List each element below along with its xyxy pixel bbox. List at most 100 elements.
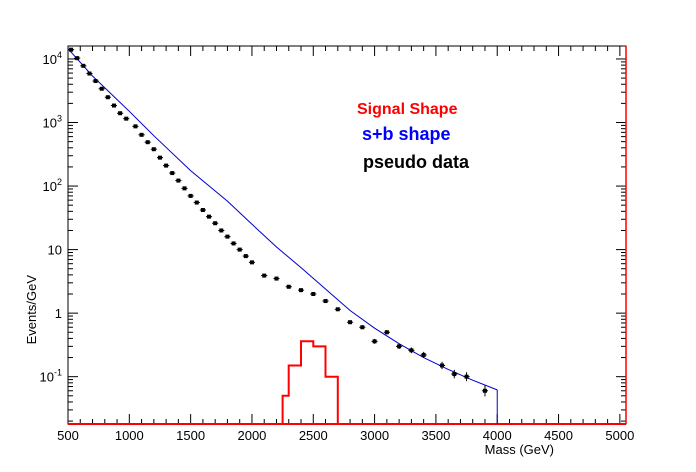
data-point [481, 385, 489, 397]
data-point [144, 140, 151, 145]
data-point [438, 361, 446, 370]
y-tick-labels: 10-1 1 10 102 103 104 [40, 50, 62, 385]
data-point-marker [243, 254, 248, 259]
data-point-marker [360, 325, 365, 330]
data-point-marker [87, 71, 92, 76]
data-point-marker [225, 234, 230, 239]
legend-sb-shape: s+b shape [362, 124, 451, 144]
data-point-marker [421, 352, 426, 357]
data-point-marker [299, 288, 304, 293]
data-point [297, 288, 305, 293]
data-point-marker [124, 116, 129, 121]
y-tick-label: 104 [43, 50, 62, 67]
sb-shape-line [67, 48, 498, 424]
data-point [74, 56, 81, 61]
data-point [463, 372, 470, 382]
data-point-marker [164, 163, 169, 168]
x-tick-label: 1000 [115, 428, 144, 443]
pseudo-data-points [68, 47, 489, 397]
data-point [248, 260, 256, 265]
data-point-marker [133, 124, 138, 129]
data-point-marker [274, 276, 279, 281]
data-point-marker [93, 79, 98, 84]
data-point [371, 338, 378, 344]
data-point [86, 71, 93, 76]
data-point [451, 369, 458, 379]
data-point [285, 284, 292, 289]
data-point [224, 234, 231, 239]
data-point-marker [348, 320, 353, 325]
data-point-marker [397, 344, 402, 349]
data-point [396, 343, 403, 350]
data-point-marker [231, 241, 236, 246]
x-tick-labels: 500 1000 1500 2000 2500 3000 3500 4000 4500 5000 [57, 428, 634, 443]
data-point [98, 86, 105, 91]
data-point-marker [170, 171, 175, 176]
signal-shape-histogram [68, 46, 627, 425]
data-point-marker [99, 86, 104, 91]
x-tick-label: 4500 [544, 428, 573, 443]
data-point-marker [262, 273, 267, 278]
data-point [218, 228, 225, 233]
data-point-marker [176, 178, 181, 183]
data-point [334, 307, 341, 312]
data-point-marker [311, 292, 316, 297]
data-point [92, 79, 99, 84]
x-tick-label: 4000 [483, 428, 512, 443]
data-point-marker [111, 103, 116, 108]
data-point-marker [182, 186, 187, 191]
data-point [322, 299, 329, 304]
data-point [310, 292, 317, 297]
x-tick-label: 2500 [299, 428, 328, 443]
data-point-marker [75, 56, 80, 61]
y-tick-label: 103 [43, 114, 62, 131]
data-point-marker [482, 388, 487, 393]
data-point-marker [452, 372, 457, 377]
data-point [193, 200, 200, 205]
data-point-marker [188, 193, 193, 198]
x-tick-label: 3500 [421, 428, 450, 443]
data-point-marker [464, 374, 469, 379]
data-point-marker [69, 47, 74, 52]
data-point [212, 221, 219, 226]
data-point-marker [145, 140, 150, 145]
data-point [175, 178, 182, 183]
data-point [138, 132, 145, 137]
data-point-marker [105, 95, 110, 100]
data-point [80, 63, 87, 68]
data-point-marker [139, 132, 144, 137]
data-point-marker [81, 63, 86, 68]
data-point [150, 147, 157, 152]
x-tick-label: 5000 [605, 428, 634, 443]
data-point-marker [200, 207, 205, 212]
data-point-marker [440, 363, 445, 368]
data-point-marker [237, 247, 242, 252]
data-point-marker [213, 221, 218, 226]
data-point [359, 325, 366, 330]
data-point [383, 330, 390, 335]
data-point-marker [286, 284, 291, 289]
data-point-marker [249, 260, 254, 265]
x-axis-title: Mass (GeV) [485, 442, 554, 457]
legend-pseudo-data: pseudo data [363, 152, 470, 172]
data-point [117, 111, 124, 116]
data-point-marker [207, 214, 212, 219]
data-point [199, 207, 206, 212]
data-point-marker [157, 155, 162, 160]
data-point-marker [118, 111, 123, 116]
data-point [104, 95, 111, 100]
y-tick-label: 102 [43, 177, 62, 194]
data-point [261, 273, 268, 278]
data-point [205, 214, 213, 219]
data-point-marker [384, 330, 389, 335]
axis-ticks [67, 46, 626, 424]
data-point [132, 124, 139, 129]
legend-signal-shape: Signal Shape [357, 101, 458, 118]
data-point [187, 193, 194, 198]
y-tick-label: 1 [55, 306, 62, 321]
data-point [181, 186, 188, 191]
y-axis-title: Events/GeV [24, 275, 39, 345]
plot-frame [67, 45, 627, 425]
x-tick-label: 2000 [237, 428, 266, 443]
